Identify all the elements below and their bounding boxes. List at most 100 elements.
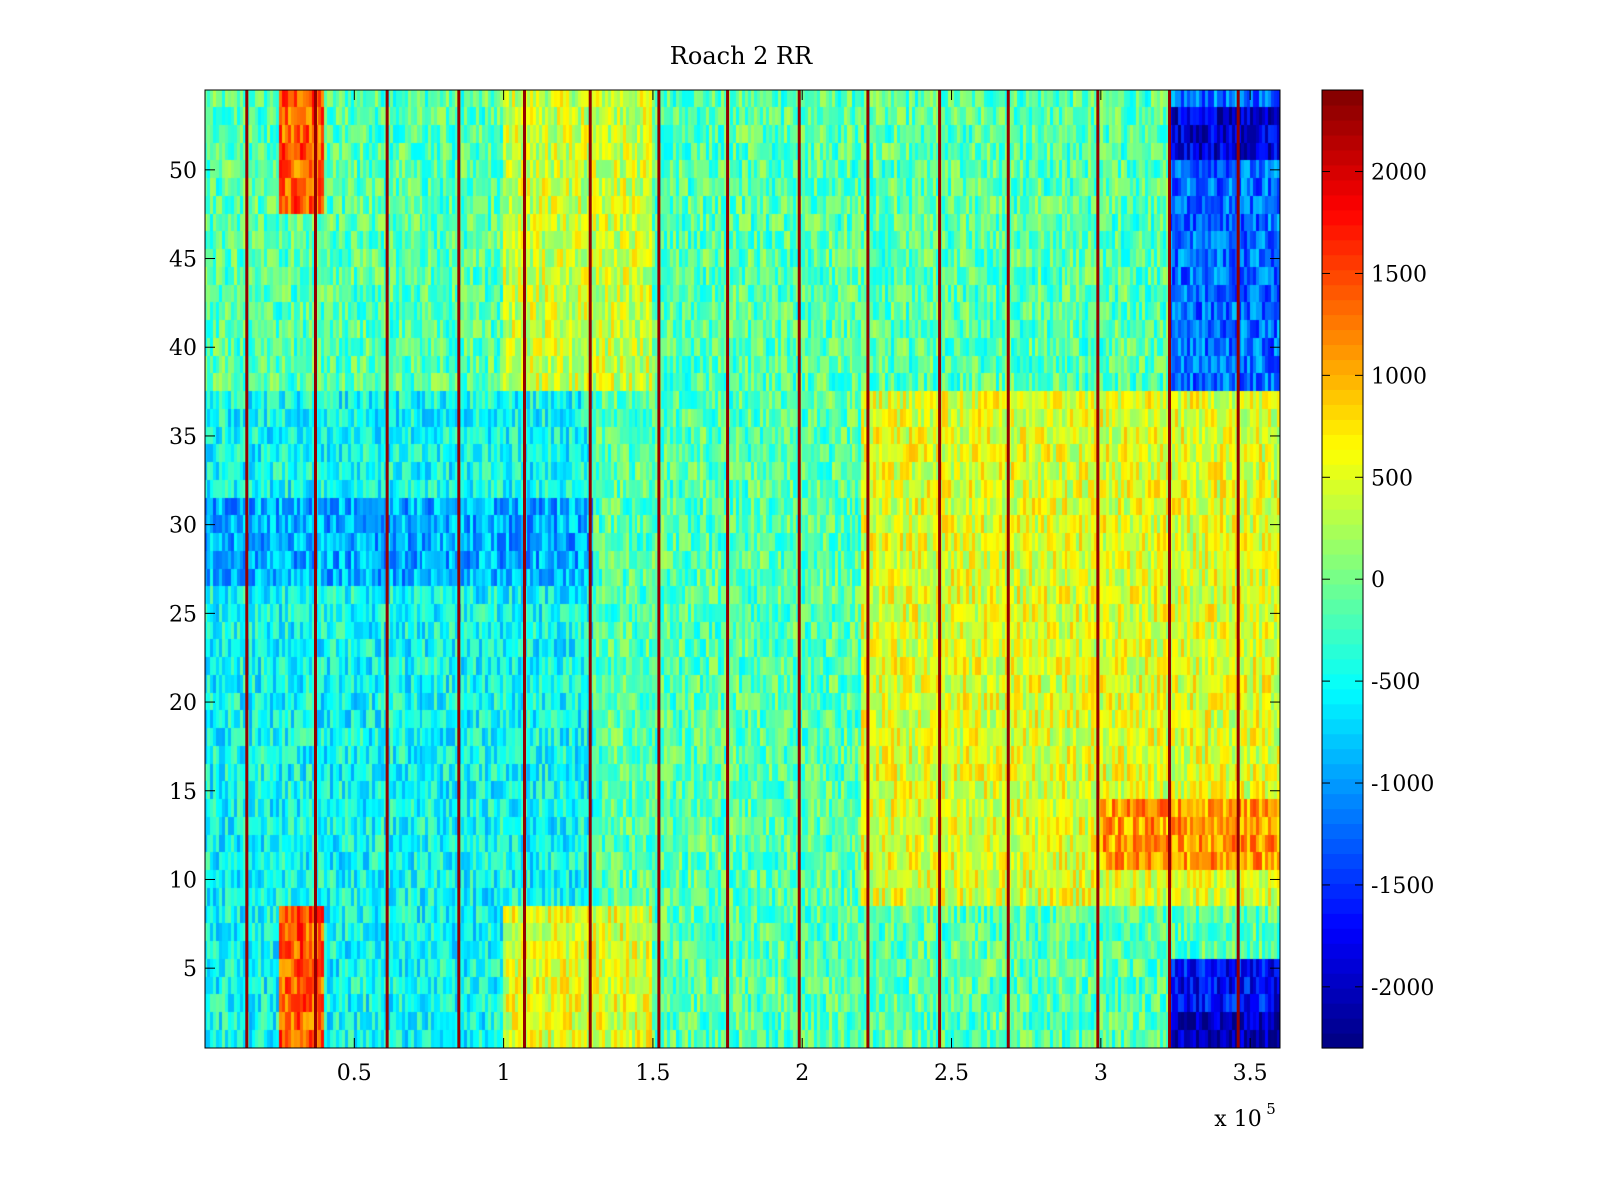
colorbar-band	[1322, 509, 1363, 525]
x-axis: 0.5 1 1.5 2 2.5 3 3.5	[337, 90, 1268, 1086]
colorbar-band	[1322, 718, 1363, 735]
y-tick-label: 30	[169, 514, 197, 539]
colorbar-band	[1322, 613, 1363, 630]
y-tick-label: 25	[169, 602, 197, 627]
vertical-stripe-7	[726, 90, 730, 1048]
colorbar-band	[1322, 404, 1363, 420]
colorbar-band	[1322, 449, 1363, 465]
y-tick-label: 45	[169, 248, 197, 273]
x-tick-label: 2.5	[934, 1061, 969, 1086]
colorbar-band	[1322, 149, 1363, 166]
colorbar-band	[1322, 329, 1363, 346]
colorbar-tick-label: -1500	[1371, 874, 1434, 899]
colorbar-band	[1322, 673, 1363, 690]
vertical-stripe-12	[1096, 90, 1100, 1048]
colorbar-band	[1322, 733, 1363, 750]
colorbar-band	[1322, 778, 1363, 795]
vertical-stripe-4	[523, 90, 527, 1048]
vertical-stripe-14	[1236, 90, 1240, 1048]
x-tick-label: 3	[1094, 1061, 1108, 1086]
heatmap-cells	[205, 90, 1280, 1048]
colorbar-band	[1322, 793, 1363, 810]
colorbar-tick-label: -2000	[1371, 976, 1434, 1001]
colorbar-band	[1322, 1003, 1363, 1019]
colorbar-band	[1322, 838, 1363, 855]
colorbar-tick-label: 500	[1371, 466, 1413, 491]
colorbar-band	[1322, 494, 1363, 510]
y-tick-label: 40	[169, 336, 197, 361]
colorbar-band	[1322, 943, 1363, 959]
colorbar-band	[1322, 119, 1363, 136]
colorbar-band	[1322, 254, 1363, 271]
colorbar-band	[1322, 808, 1363, 825]
colorbar-band	[1322, 1033, 1363, 1049]
colorbar-band	[1322, 239, 1363, 256]
colorbar-band	[1322, 374, 1363, 390]
colorbar-axis: -2000 -1500 -1000 -500 0 500 1000 1500 2000	[1322, 161, 1434, 1001]
colorbar-band	[1322, 344, 1363, 361]
y-tick-label: 50	[169, 159, 197, 184]
colorbar-band	[1322, 643, 1363, 660]
colorbar-band	[1322, 464, 1363, 480]
colorbar-band	[1322, 90, 1363, 106]
colorbar-tick-label: 0	[1371, 568, 1385, 593]
colorbar-band	[1322, 164, 1363, 181]
vertical-stripe-11	[1006, 90, 1010, 1048]
colorbar-tick-label: 1000	[1371, 364, 1427, 389]
colorbar-band	[1322, 479, 1363, 495]
plot-frame	[204, 89, 1281, 1049]
heatmap	[205, 90, 1280, 1048]
colorbar-band	[1322, 598, 1363, 615]
colorbar-band	[1322, 554, 1363, 570]
colorbar-band	[1322, 868, 1363, 884]
colorbar-tick-label: -500	[1371, 670, 1420, 695]
vertical-stripe-13	[1168, 90, 1172, 1048]
colorbar-band	[1322, 224, 1363, 241]
vertical-stripe-6	[657, 90, 661, 1048]
colorbar-band	[1322, 419, 1363, 435]
colorbar-band	[1322, 539, 1363, 555]
colorbar-band	[1322, 299, 1363, 316]
colorbar-frame	[1321, 89, 1364, 1049]
colorbar-band	[1322, 434, 1363, 450]
colorbar-band	[1322, 569, 1363, 585]
y-tick-label: 35	[169, 425, 197, 450]
colorbar-band	[1322, 913, 1363, 929]
colorbar-band	[1322, 314, 1363, 331]
colorbar-band	[1322, 1018, 1363, 1034]
vertical-stripe-3	[457, 90, 461, 1048]
colorbar-band	[1322, 958, 1363, 974]
colorbar-band	[1322, 928, 1363, 944]
colorbar-band	[1322, 658, 1363, 675]
colorbar-band	[1322, 524, 1363, 540]
colorbar-band	[1322, 703, 1363, 720]
vertical-stripe-8	[797, 90, 801, 1048]
colorbar-band	[1322, 583, 1363, 600]
y-axis: 5 10 15 20 25 30 35 40 45 50	[169, 159, 1280, 982]
colorbar-band	[1322, 823, 1363, 840]
y-tick-label: 10	[169, 868, 197, 893]
colorbar	[1322, 90, 1363, 1049]
x-tick-label: 1	[497, 1061, 511, 1086]
x-tick-label: 1.5	[635, 1061, 670, 1086]
colorbar-band	[1322, 988, 1363, 1004]
colorbar-band	[1322, 209, 1363, 226]
vertical-stripes	[245, 90, 1240, 1048]
colorbar-band	[1322, 134, 1363, 151]
vertical-stripe-5	[588, 90, 592, 1048]
colorbar-tick-label: 2000	[1371, 161, 1427, 186]
chart-title: Roach 2 RR	[670, 42, 813, 70]
y-tick-label: 15	[169, 780, 197, 805]
colorbar-band	[1322, 628, 1363, 645]
y-tick-label: 5	[183, 957, 197, 982]
x-tick-label: 3.5	[1233, 1061, 1268, 1086]
colorbar-band	[1322, 389, 1363, 405]
colorbar-band	[1322, 194, 1363, 211]
colorbar-band	[1322, 883, 1363, 899]
x-tick-label: 0.5	[337, 1061, 372, 1086]
colorbar-band	[1322, 179, 1363, 196]
colorbar-band	[1322, 973, 1363, 989]
colorbar-band	[1322, 284, 1363, 301]
colorbar-band	[1322, 853, 1363, 869]
x-exponent: 5	[1266, 1100, 1276, 1118]
